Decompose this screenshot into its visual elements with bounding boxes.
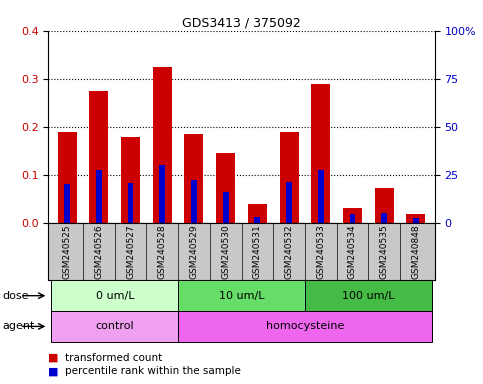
Bar bbox=[178, 280, 305, 311]
Bar bbox=[374, 188, 394, 223]
Text: transformed count: transformed count bbox=[65, 353, 162, 363]
Bar bbox=[248, 204, 267, 223]
Text: GSM240528: GSM240528 bbox=[158, 224, 167, 279]
Bar bbox=[89, 91, 109, 223]
Bar bbox=[280, 132, 298, 223]
Bar bbox=[185, 134, 203, 223]
Bar bbox=[406, 214, 425, 223]
Text: GSM240526: GSM240526 bbox=[95, 224, 103, 279]
Bar bbox=[121, 137, 140, 223]
Text: GSM240525: GSM240525 bbox=[63, 224, 72, 279]
Bar bbox=[311, 84, 330, 223]
Text: homocysteine: homocysteine bbox=[266, 321, 344, 331]
Text: GSM240532: GSM240532 bbox=[284, 224, 294, 279]
Bar bbox=[223, 192, 228, 223]
Title: GDS3413 / 375092: GDS3413 / 375092 bbox=[182, 17, 301, 30]
Text: percentile rank within the sample: percentile rank within the sample bbox=[65, 366, 241, 376]
Bar bbox=[159, 165, 165, 223]
Text: GSM240531: GSM240531 bbox=[253, 224, 262, 279]
Bar bbox=[128, 183, 133, 223]
Bar bbox=[381, 213, 387, 223]
Bar bbox=[52, 311, 178, 342]
Bar bbox=[64, 184, 70, 223]
Text: 100 um/L: 100 um/L bbox=[342, 291, 395, 301]
Text: GSM240535: GSM240535 bbox=[380, 224, 388, 279]
Bar bbox=[58, 131, 77, 223]
Bar bbox=[305, 280, 431, 311]
Bar bbox=[153, 67, 172, 223]
Text: ■: ■ bbox=[48, 353, 62, 363]
Text: 10 um/L: 10 um/L bbox=[219, 291, 264, 301]
Text: GSM240529: GSM240529 bbox=[189, 224, 199, 279]
Text: GSM240534: GSM240534 bbox=[348, 224, 357, 279]
Bar bbox=[96, 170, 102, 223]
Bar bbox=[350, 214, 355, 223]
Bar bbox=[413, 218, 419, 223]
Text: GSM240848: GSM240848 bbox=[411, 224, 420, 279]
Text: GSM240533: GSM240533 bbox=[316, 224, 325, 279]
Bar bbox=[52, 280, 178, 311]
Text: dose: dose bbox=[2, 291, 29, 301]
Bar bbox=[191, 180, 197, 223]
Bar bbox=[286, 182, 292, 223]
Bar bbox=[343, 208, 362, 223]
Text: GSM240527: GSM240527 bbox=[126, 224, 135, 279]
Bar bbox=[255, 217, 260, 223]
Text: agent: agent bbox=[2, 321, 35, 331]
Text: control: control bbox=[96, 321, 134, 331]
Text: GSM240530: GSM240530 bbox=[221, 224, 230, 279]
Text: 0 um/L: 0 um/L bbox=[96, 291, 134, 301]
Bar bbox=[216, 153, 235, 223]
Bar bbox=[318, 170, 324, 223]
Bar bbox=[178, 311, 431, 342]
Text: ■: ■ bbox=[48, 366, 62, 376]
